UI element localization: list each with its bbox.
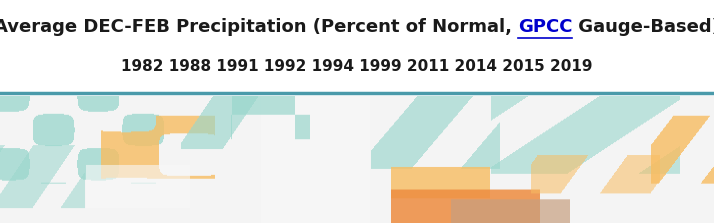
Text: GPCC: GPCC [518, 18, 573, 36]
Text: 1982 1988 1991 1992 1994 1999 2011 2014 2015 2019: 1982 1988 1991 1992 1994 1999 2011 2014 … [121, 59, 593, 74]
Text: Average DEC-FEB Precipitation (Percent of Normal,: Average DEC-FEB Precipitation (Percent o… [0, 18, 518, 36]
Text: Gauge-Based): Gauge-Based) [573, 18, 714, 36]
